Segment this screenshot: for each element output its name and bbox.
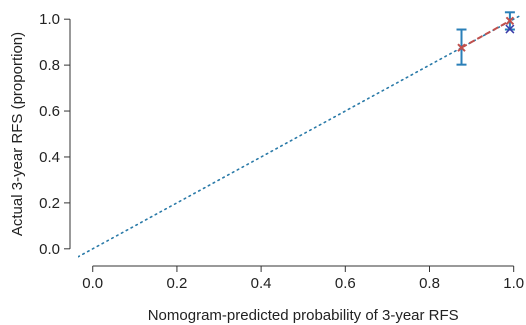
y-tick-label-0: 0.0 <box>39 241 60 258</box>
bias-corrected-point-b-0 <box>505 24 515 34</box>
observed-point-b-1 <box>505 16 515 25</box>
data-layer <box>78 11 521 258</box>
x-tick-label-5: 1.0 <box>503 275 524 292</box>
x-axis-label: Nomogram-predicted probability of 3-year… <box>148 307 459 324</box>
y-tick-label-2: 0.4 <box>39 149 60 166</box>
y-tick-label-1: 0.2 <box>39 195 60 212</box>
y-axis-label: Actual 3-year RFS (proportion) <box>9 32 26 236</box>
plot-area <box>78 11 521 258</box>
x-tick-label-0: 0.0 <box>82 275 103 292</box>
observed-connecting-line <box>461 19 511 49</box>
y-tick-label-4: 0.8 <box>39 57 60 74</box>
x-tick-label-3: 0.6 <box>335 275 356 292</box>
observed-point-b-0 <box>457 43 466 52</box>
x-tick-label-4: 0.8 <box>419 275 440 292</box>
y-tick-label-3: 0.6 <box>39 103 60 120</box>
y-tick-label-5: 1.0 <box>39 11 60 28</box>
x-tick-label-2: 0.4 <box>251 275 272 292</box>
ideal-reference-line <box>78 14 521 258</box>
axes: 0.0 0.2 0.4 0.6 0.8 1.0 0.0 0.2 0.4 0.6 0.8 1.0 <box>39 11 524 292</box>
x-tick-label-1: 0.2 <box>166 275 187 292</box>
